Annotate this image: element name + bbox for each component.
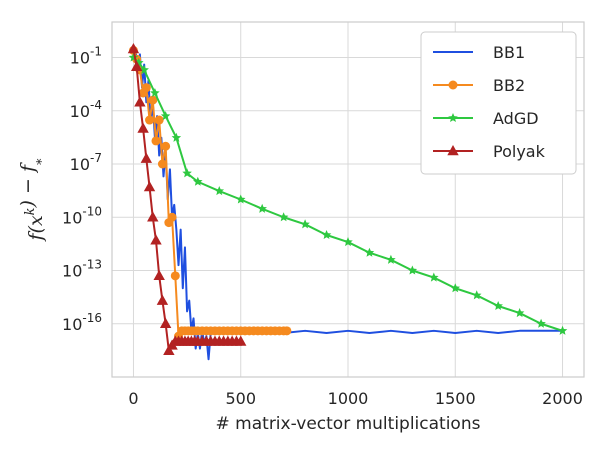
data-point-adgd (493, 301, 503, 311)
data-point-adgd (300, 219, 310, 229)
y-tick-label: 10-1 (70, 45, 102, 68)
x-tick-labels: 0 500 1000 1500 2000 (128, 389, 583, 408)
data-point-polyak (147, 211, 159, 222)
data-point-adgd (514, 308, 525, 318)
data-point-adgd (536, 318, 546, 328)
y-tick-label: 10-7 (70, 151, 102, 174)
data-point-bb2 (145, 115, 155, 125)
data-point-polyak (163, 344, 175, 355)
data-point-polyak (159, 317, 172, 328)
series-bb2 (128, 45, 292, 341)
data-point-bb2 (170, 271, 180, 281)
data-point-bb2 (151, 136, 161, 146)
data-point-polyak (130, 60, 143, 71)
data-point-adgd (150, 88, 160, 98)
data-point-bb2 (282, 326, 292, 336)
y-tick-label: 10-10 (62, 204, 102, 227)
x-tick-label: 2000 (542, 389, 583, 408)
y-axis-label: f(xk) − f* (17, 158, 50, 243)
x-tick-label: 1500 (435, 389, 476, 408)
data-point-polyak (134, 96, 146, 107)
data-point-bb2 (157, 159, 167, 169)
data-point-adgd (193, 176, 203, 186)
data-point-bb2 (161, 141, 171, 151)
x-axis-label: # matrix-vector multiplications (216, 414, 481, 434)
legend-box (420, 31, 577, 175)
data-point-polyak (140, 152, 153, 163)
data-point-adgd (139, 64, 149, 74)
series-polyak (127, 43, 247, 355)
data-point-bb2 (141, 83, 151, 93)
data-point-polyak (137, 122, 149, 133)
y-tick-label: 10-16 (62, 311, 102, 334)
y-tick-label: 10-4 (70, 98, 102, 121)
series-adgd (128, 52, 568, 335)
y-tick-labels: 10-1 10-4 10-7 10-10 10-13 10-16 (62, 45, 102, 334)
data-point-polyak (143, 181, 156, 192)
data-point-polyak (156, 294, 169, 305)
legend: BB1 BB2 AdGD Polyak (420, 31, 577, 175)
legend-label-adgd: AdGD (493, 109, 539, 128)
data-point-adgd (182, 168, 192, 178)
data-point-adgd (407, 265, 418, 275)
data-point-bb2 (167, 212, 177, 222)
data-point-bb2 (148, 95, 158, 105)
data-point-bb2 (154, 115, 164, 125)
legend-marker-polyak (447, 145, 459, 156)
data-point-adgd (171, 132, 182, 142)
legend-label-bb2: BB2 (493, 76, 525, 95)
data-point-adgd (471, 290, 482, 300)
y-tick-label: 10-13 (62, 258, 102, 281)
data-point-adgd (557, 325, 568, 335)
data-point-adgd (214, 186, 225, 196)
legend-label-bb1: BB1 (493, 43, 525, 62)
data-point-adgd (257, 203, 267, 213)
data-point-adgd (321, 230, 332, 240)
x-tick-label: 0 (128, 389, 138, 408)
data-point-adgd (450, 283, 461, 293)
data-point-adgd (343, 237, 353, 247)
data-point-adgd (386, 254, 396, 264)
data-point-adgd (429, 272, 439, 282)
x-tick-label: 1000 (328, 389, 369, 408)
legend-label-polyak: Polyak (493, 142, 546, 161)
data-point-adgd (235, 194, 246, 204)
data-point-adgd (364, 247, 375, 257)
legend-marker-adgd (448, 113, 458, 123)
data-point-adgd (160, 111, 171, 121)
plot-frame (111, 21, 585, 378)
data-point-polyak (235, 335, 247, 346)
data-point-adgd (278, 212, 289, 222)
data-point-polyak (153, 269, 165, 281)
x-tick-label: 500 (225, 389, 256, 408)
legend-marker-bb2 (448, 80, 458, 90)
data-point-polyak (150, 234, 162, 245)
series-layer (127, 43, 568, 361)
data-point-polyak (127, 43, 140, 54)
